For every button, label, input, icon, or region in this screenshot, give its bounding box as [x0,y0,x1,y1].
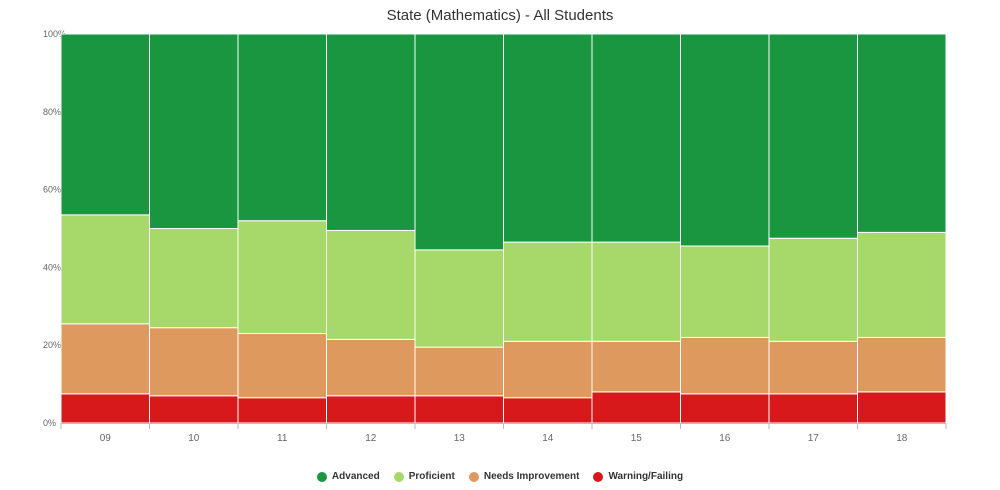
bar-segment [857,33,947,233]
bar-segment [503,241,593,342]
legend-label: Proficient [408,471,455,482]
bar-segment [60,33,150,216]
bar-segment [149,33,239,229]
legend-item[interactable]: Needs Improvement [468,471,580,482]
legend-label: Advanced [331,471,380,482]
bar-segment [414,346,504,397]
y-tick-label: 20% [43,340,61,350]
y-tick-label: 0% [43,418,56,428]
chart-title: State (Mathematics) - All Students [386,7,614,24]
bar-segment [591,33,681,243]
y-tick-label: 60% [43,185,61,195]
bar-segment [237,397,327,424]
bar-segment [503,33,593,243]
bar-segment [857,336,947,393]
y-tick-label: 80% [43,107,61,117]
bar-segment [591,391,681,424]
x-tick-label: 13 [454,433,466,444]
x-tick-label: 11 [277,433,288,444]
chart-legend: Advanced Proficient Needs Improvement Warni… [0,471,1000,482]
bar-segment [326,338,416,397]
bar-segment [237,333,327,399]
bar-segment [414,33,504,251]
legend-marker-icon [393,471,404,482]
x-tick-label: 18 [896,433,908,444]
x-tick-label: 16 [719,433,731,444]
bar-segment [414,395,504,424]
bar-segment [149,395,239,424]
bar-segment [60,393,150,424]
bar-segment [60,323,150,395]
bar-segment [149,228,239,329]
bar-segment [237,33,327,222]
legend-marker-icon [593,471,604,482]
bar-segment [680,393,770,424]
bar-segment [768,237,858,342]
legend-item[interactable]: Advanced [316,471,380,482]
legend-label: Warning/Failing [608,471,684,482]
y-tick-label: 40% [43,262,61,272]
bar-segment [680,336,770,395]
bar-segment [60,214,150,325]
x-tick-label: 09 [100,433,112,444]
bar-segment [680,245,770,338]
x-tick-label: 15 [631,433,643,444]
bar-segment [326,33,416,231]
bar-segment [591,241,681,342]
x-tick-label: 10 [188,433,200,444]
x-tick-label: 14 [542,433,554,444]
bar-segment [149,327,239,397]
bar-segment [326,229,416,340]
legend-item[interactable]: Warning/Failing [593,471,683,482]
bar-segment [857,391,947,424]
x-tick-label: 17 [808,433,820,444]
legend-marker-icon [468,471,479,482]
bar-segment [326,395,416,424]
bar-segment [857,231,947,338]
bar-segment [414,249,504,348]
bar-segment [503,340,593,399]
bar-segment [680,33,770,247]
legend-label: Needs Improvement [483,471,580,482]
y-tick-label: 100% [43,29,66,39]
bar-segment [237,220,327,335]
bar-segment [768,340,858,395]
bar-segment [591,340,681,393]
bar-segment [768,33,858,239]
bar-segment [768,393,858,424]
bar-segment [503,397,593,424]
legend-item[interactable]: Proficient [393,471,455,482]
legend-marker-icon [316,471,327,482]
x-tick-label: 12 [365,433,377,444]
